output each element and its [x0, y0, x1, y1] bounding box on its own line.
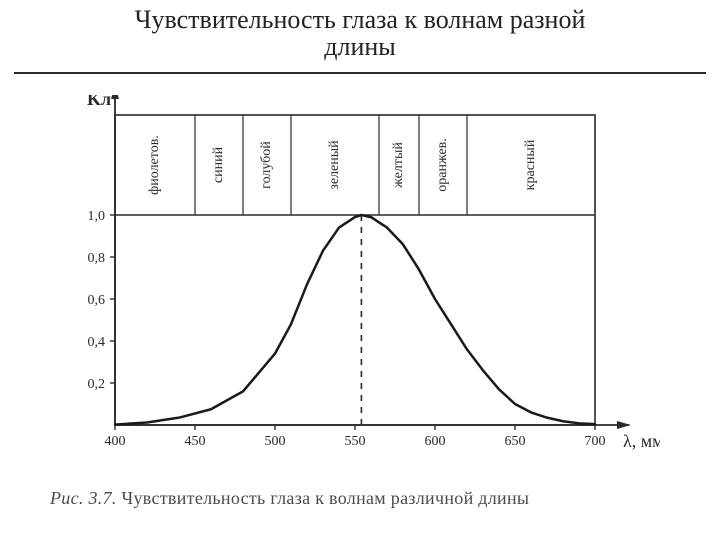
x-axis-arrow — [617, 421, 631, 429]
x-tick-label: 700 — [585, 434, 606, 449]
y-axis-label: Kл — [87, 95, 111, 109]
y-tick-label: 1,0 — [88, 209, 106, 224]
caption-text: Чувствительность глаза к волнам различно… — [117, 488, 530, 508]
color-band-label: зеленый — [327, 140, 342, 190]
title-line1: Чувствительность глаза к волнам разной — [0, 6, 720, 33]
color-band-label: голубой — [259, 141, 274, 189]
title-line2: длины — [0, 33, 720, 60]
color-band-label: оранжев. — [435, 138, 450, 192]
chart-container: фиолетов. синий голубой зеленый желтый оранже… — [60, 95, 660, 475]
y-tick-label: 0,2 — [88, 377, 106, 392]
x-tick-label: 500 — [265, 434, 286, 449]
page: { "title": { "line1": "Чувствительность … — [0, 0, 720, 540]
x-tick-label: 400 — [105, 434, 126, 449]
color-band-label: красный — [523, 139, 538, 190]
x-axis-label: λ, ммк — [623, 431, 660, 451]
color-band-label: желтый — [391, 142, 406, 189]
x-tick-label: 550 — [345, 434, 366, 449]
sensitivity-curve — [115, 215, 595, 425]
page-title: Чувствительность глаза к волнам разной д… — [0, 6, 720, 61]
sensitivity-chart: фиолетов. синий голубой зеленый желтый оранже… — [60, 95, 660, 475]
x-tick-label: 650 — [505, 434, 526, 449]
x-tick-label: 450 — [185, 434, 206, 449]
y-axis-arrow — [111, 95, 119, 99]
y-tick-label: 0,4 — [88, 335, 106, 350]
color-band-label: фиолетов. — [147, 135, 162, 195]
title-underline — [14, 72, 706, 74]
y-tick-label: 0,8 — [88, 251, 106, 266]
figure-caption: Рис. 3.7. Чувствительность глаза к волна… — [50, 488, 700, 509]
y-tick-label: 0,6 — [88, 293, 106, 308]
color-band-label: синий — [211, 146, 226, 183]
x-tick-label: 600 — [425, 434, 446, 449]
caption-prefix: Рис. 3.7. — [50, 488, 117, 508]
